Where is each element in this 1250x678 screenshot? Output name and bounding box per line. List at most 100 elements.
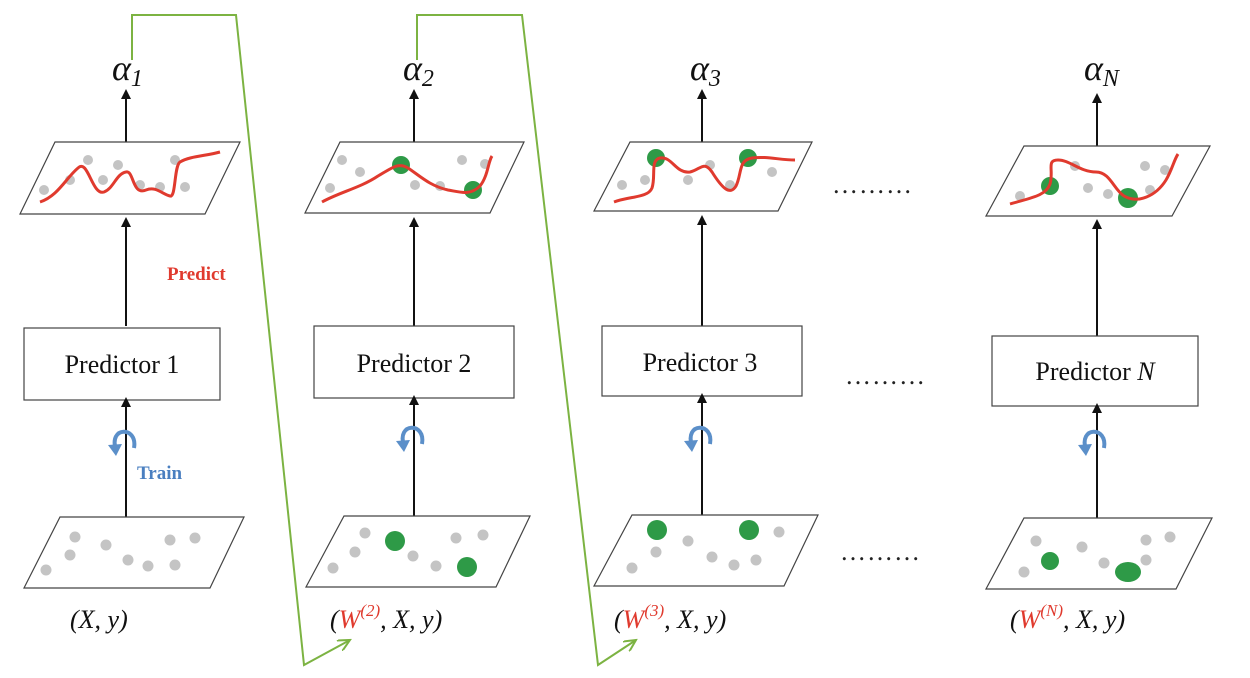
training-set-caption-n: (W(N), X, y) <box>1010 601 1125 634</box>
stage-n: αN Predictor N <box>984 48 1213 634</box>
data-point <box>728 559 740 571</box>
data-point <box>355 167 365 177</box>
data-point <box>170 155 180 165</box>
data-point <box>1030 535 1042 547</box>
data-point <box>69 531 81 543</box>
prediction-plane-2 <box>304 141 525 214</box>
prediction-plane-n <box>984 145 1212 217</box>
data-point <box>1140 534 1152 546</box>
training-set-caption-3: (W(3), X, y) <box>614 601 726 634</box>
weight-link-1-to-2 <box>131 14 350 667</box>
data-point <box>430 560 442 572</box>
data-point <box>683 175 693 185</box>
prediction-curve-1 <box>39 150 221 204</box>
highlight-point <box>647 149 665 167</box>
train-loop-icon <box>112 429 137 451</box>
data-point <box>706 551 718 563</box>
data-point <box>40 564 52 576</box>
data-point <box>1164 531 1176 543</box>
data-point <box>457 155 467 165</box>
predictor-box-n <box>991 335 1199 407</box>
predictor-label-1: Predictor 1 <box>65 350 180 379</box>
data-point <box>773 526 785 538</box>
data-point <box>122 554 134 566</box>
prediction-plane-3 <box>593 141 813 212</box>
ellipsis-middle: ……… <box>845 361 926 390</box>
predict-annotation: Predict <box>167 264 226 285</box>
data-point <box>1140 161 1150 171</box>
data-point <box>325 183 335 193</box>
train-loop-icon <box>688 425 713 447</box>
prediction-curve-3 <box>613 155 796 204</box>
predictor-label-n: Predictor N <box>1035 357 1156 386</box>
data-point <box>725 180 735 190</box>
alpha-label-1: α1 <box>112 48 143 92</box>
highlight-point <box>739 520 759 540</box>
alpha-label-n: αN <box>1084 48 1121 92</box>
data-point <box>164 534 176 546</box>
train-loop-icon <box>400 425 425 447</box>
prediction-curve-n <box>1009 153 1180 206</box>
predictor-label-3: Predictor 3 <box>643 348 758 377</box>
data-point <box>142 560 154 572</box>
ellipsis-bottom: ……… <box>840 537 921 566</box>
data-point <box>169 559 181 571</box>
data-point <box>1160 165 1170 175</box>
prediction-curve-2 <box>321 155 494 204</box>
data-point <box>410 180 420 190</box>
data-point <box>407 550 419 562</box>
data-point <box>1083 183 1093 193</box>
data-point <box>477 529 489 541</box>
data-point <box>337 155 347 165</box>
data-point <box>180 182 190 192</box>
train-annotation: Train <box>137 463 182 484</box>
data-point <box>650 546 662 558</box>
highlight-point <box>1115 562 1141 582</box>
data-point <box>450 532 462 544</box>
data-point <box>189 532 201 544</box>
alpha-label-2: α2 <box>403 48 434 92</box>
predictor-box-2 <box>313 325 515 399</box>
highlight-point <box>385 531 405 551</box>
data-point <box>750 554 762 566</box>
training-plane-3 <box>592 514 819 587</box>
highlight-point <box>457 557 477 577</box>
data-point <box>113 160 123 170</box>
data-point <box>1140 554 1152 566</box>
data-point <box>1098 557 1110 569</box>
data-point <box>640 175 650 185</box>
prediction-plane-1 <box>19 141 241 215</box>
data-point <box>39 185 49 195</box>
data-point <box>83 155 93 165</box>
training-set-caption-2: (W(2), X, y) <box>330 601 442 634</box>
data-point <box>617 180 627 190</box>
data-point <box>1018 566 1030 578</box>
data-point <box>327 562 339 574</box>
stage-1: α1 Predict Predictor 1 Train <box>19 48 245 634</box>
data-point <box>359 527 371 539</box>
data-point <box>98 175 108 185</box>
data-point <box>349 546 361 558</box>
data-point <box>682 535 694 547</box>
data-point <box>100 539 112 551</box>
data-point <box>64 549 76 561</box>
predictor-box-1 <box>23 327 221 401</box>
training-set-caption-1: (X, y) <box>70 605 128 634</box>
highlight-point <box>647 520 667 540</box>
data-point <box>1076 541 1088 553</box>
data-point <box>1103 189 1113 199</box>
stage-2: α2 Predictor 2 <box>304 48 531 634</box>
training-plane-1 <box>23 516 245 589</box>
training-plane-n <box>984 517 1213 590</box>
predictor-label-2: Predictor 2 <box>357 349 472 378</box>
training-plane-2 <box>304 515 531 588</box>
predictor-box-3 <box>601 325 803 397</box>
weight-link-2-to-3 <box>416 14 636 667</box>
alpha-label-3: α3 <box>690 48 721 92</box>
stage-3: α3 Predictor 3 <box>592 48 819 634</box>
train-loop-icon <box>1082 429 1107 451</box>
highlight-point <box>1041 552 1059 570</box>
data-point <box>767 167 777 177</box>
data-point <box>1015 191 1025 201</box>
